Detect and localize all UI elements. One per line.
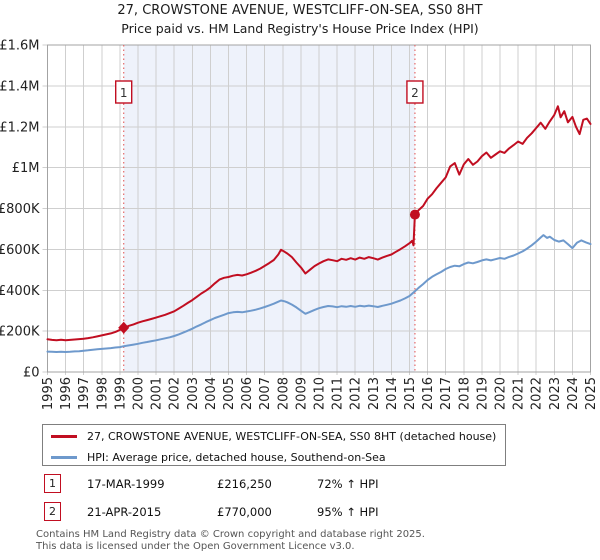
- x-tick-label: 2010: [313, 377, 328, 410]
- sale-1-label-text: 1: [120, 86, 128, 100]
- x-tick-label: 2014: [385, 377, 400, 410]
- x-tick-label: 2011: [331, 377, 346, 410]
- hpi-series-line: [46, 234, 592, 353]
- property-line-swatch: [51, 434, 77, 438]
- sale-1-date: 17-MAR-1999: [87, 476, 165, 491]
- x-tick-label: 2002: [168, 377, 183, 410]
- x-tick-label: 2006: [240, 377, 255, 410]
- sale-1-label-box: [115, 80, 133, 104]
- chart-legend: 27, CROWSTONE AVENUE, WESTCLIFF-ON-SEA, …: [42, 424, 506, 466]
- sale-2-marker: [409, 209, 420, 220]
- x-tick-label: 2000: [132, 377, 147, 410]
- chart-title: 27, CROWSTONE AVENUE, WESTCLIFF-ON-SEA, …: [117, 3, 483, 18]
- x-tick-label: 2003: [186, 377, 201, 410]
- y-tick-label: £800K: [0, 202, 40, 217]
- footer-line-1: Contains HM Land Registry data © Crown c…: [36, 529, 425, 540]
- x-tick-label: 1996: [59, 377, 74, 410]
- x-tick-label: 2023: [548, 377, 563, 410]
- sale-1-marker: [118, 321, 130, 334]
- x-tick-label: 1998: [95, 377, 110, 410]
- sale-row-1: 1 17-MAR-1999 £216,250 72% ↑ HPI: [44, 474, 378, 493]
- chart-subtitle: Price paid vs. HM Land Registry's House …: [121, 21, 479, 36]
- y-tick-label: £1.4M: [0, 79, 40, 94]
- sale-2-label-box: [406, 80, 424, 104]
- sale-2-price: £770,000: [217, 504, 272, 519]
- x-tick-label: 1999: [113, 377, 128, 410]
- sale-2-label-text: 2: [411, 86, 419, 100]
- x-tick-label: 2015: [403, 377, 418, 410]
- x-tick-label: 2019: [475, 377, 490, 410]
- x-tick-label: 2018: [457, 377, 472, 410]
- legend-label-property: 27, CROWSTONE AVENUE, WESTCLIFF-ON-SEA, …: [87, 429, 497, 443]
- y-tick-label: £600K: [0, 243, 40, 258]
- sale-2-number-badge: 2: [44, 502, 61, 521]
- x-tick-label: 2021: [512, 377, 527, 410]
- x-tick-label: 2004: [204, 377, 219, 410]
- sale-1-price: £216,250: [217, 476, 272, 491]
- y-tick-label: £0: [23, 366, 40, 381]
- x-tick-label: 2024: [566, 377, 581, 410]
- footer-line-2: This data is licensed under the Open Gov…: [36, 540, 355, 552]
- y-tick-label: £1.6M: [0, 39, 40, 54]
- sale-1-hpi-delta: 72% ↑ HPI: [317, 476, 379, 491]
- x-tick-label: 2005: [222, 377, 237, 410]
- y-tick-label: £1M: [12, 161, 40, 176]
- legend-row-property: 27, CROWSTONE AVENUE, WESTCLIFF-ON-SEA, …: [43, 426, 505, 446]
- sale-row-2: 2 21-APR-2015 £770,000 95% ↑ HPI: [44, 502, 378, 521]
- legend-label-hpi: HPI: Average price, detached house, Sout…: [87, 450, 386, 464]
- y-tick-label: £400K: [0, 284, 40, 299]
- property-series-line: [46, 105, 592, 342]
- plot-border: [47, 44, 591, 373]
- x-tick-label: 1995: [41, 377, 56, 410]
- x-tick-label: 2001: [150, 377, 165, 410]
- x-tick-label: 2009: [294, 377, 309, 410]
- sale-1-number-badge: 1: [44, 474, 61, 493]
- license-footer: Contains HM Land Registry data © Crown c…: [36, 529, 425, 552]
- price-chart: 1995 1996 1997 1998 1999 2000 2001 2002 2003 2004…: [0, 39, 599, 411]
- sale-2-date: 21-APR-2015: [87, 504, 162, 519]
- legend-row-hpi: HPI: Average price, detached house, Sout…: [43, 447, 505, 467]
- x-tick-label: 2017: [439, 377, 454, 410]
- hpi-line-swatch: [51, 455, 77, 459]
- y-tick-label: £200K: [0, 325, 40, 340]
- x-tick-label: 2007: [258, 377, 273, 410]
- x-tick-label: 2022: [530, 377, 545, 410]
- x-tick-label: 2008: [276, 377, 291, 410]
- y-tick-label: £1.2M: [0, 120, 40, 135]
- x-tick-label: 2020: [494, 377, 509, 410]
- x-tick-label: 2025: [584, 377, 599, 410]
- sale-2-hpi-delta: 95% ↑ HPI: [317, 504, 379, 519]
- x-tick-label: 2013: [367, 377, 382, 410]
- x-tick-label: 2012: [349, 377, 364, 410]
- x-tick-label: 1997: [77, 377, 92, 410]
- x-tick-label: 2016: [421, 377, 436, 410]
